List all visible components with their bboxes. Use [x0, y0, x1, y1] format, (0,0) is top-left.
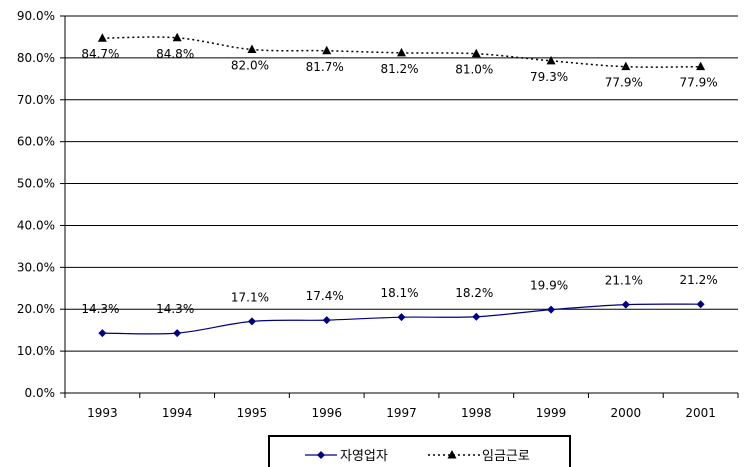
series-self-employed: [98, 300, 705, 338]
data-label: 84.7%: [81, 47, 119, 61]
x-tick-label: 2001: [685, 406, 716, 420]
data-point: [322, 316, 331, 325]
data-label: 81.0%: [455, 63, 493, 77]
data-point: [173, 329, 182, 338]
data-label: 18.1%: [380, 286, 418, 300]
data-label: 14.3%: [81, 302, 119, 316]
legend-box: [268, 435, 571, 467]
data-label: 21.1%: [605, 274, 643, 288]
data-point: [696, 61, 706, 71]
grid-lines: [65, 15, 738, 352]
data-labels: 14.3% 14.3% 17.1% 17.4% 18.1% 18.2% 19.9% 21.1%…: [81, 47, 717, 316]
y-axis-ticks: 0.0% 10.0% 20.0% 30.0% 40.0% 50.0% 60.0% 70.0% 8…: [17, 9, 65, 400]
y-tick-label: 10.0%: [17, 344, 55, 358]
x-tick-label: 2000: [611, 406, 642, 420]
x-tick-label: 1993: [87, 406, 118, 420]
y-tick-label: 20.0%: [17, 302, 55, 316]
y-tick-label: 80.0%: [17, 51, 55, 65]
y-tick-label: 90.0%: [17, 9, 55, 23]
data-label: 21.2%: [680, 273, 718, 287]
x-axis: 1993 1994 1995 1996 1997 1998 1999 2000 2001: [64, 16, 739, 420]
data-label: 77.9%: [680, 76, 718, 90]
data-point: [621, 300, 630, 309]
x-tick-label: 1997: [386, 406, 417, 420]
data-label: 77.9%: [605, 76, 643, 90]
y-tick-label: 40.0%: [17, 218, 55, 232]
y-tick-label: 0.0%: [25, 386, 56, 400]
legend-label-wage-workers: 임금근로: [482, 449, 530, 464]
data-point: [172, 32, 182, 42]
data-label: 84.8%: [156, 47, 194, 61]
x-tick-label: 1995: [237, 406, 268, 420]
x-tick-label: 1996: [311, 406, 342, 420]
legend-label-self-employed: 자영업자: [340, 449, 388, 464]
data-label: 79.3%: [530, 70, 568, 84]
data-point: [546, 55, 556, 65]
x-tick-label: 1994: [162, 406, 193, 420]
data-label: 17.1%: [231, 290, 269, 304]
data-point: [247, 44, 257, 54]
data-point: [696, 300, 705, 309]
data-point: [471, 48, 481, 58]
y-tick-label: 30.0%: [17, 260, 55, 274]
data-label: 82.0%: [231, 59, 269, 73]
legend-marker-self-employed: [317, 451, 325, 459]
data-point: [247, 317, 256, 326]
data-label: 18.2%: [455, 286, 493, 300]
y-tick-label: 50.0%: [17, 177, 55, 191]
data-label: 81.7%: [306, 60, 344, 74]
data-label: 17.4%: [306, 289, 344, 303]
data-label: 14.3%: [156, 302, 194, 316]
data-point: [97, 33, 107, 42]
data-point: [472, 312, 481, 321]
data-point: [621, 61, 631, 71]
data-point: [397, 313, 406, 322]
data-label: 81.2%: [380, 62, 418, 76]
data-point: [322, 45, 332, 55]
data-point: [397, 47, 406, 57]
legend-marker-wage-workers: [447, 450, 457, 459]
y-tick-label: 60.0%: [17, 135, 55, 149]
data-point: [547, 305, 556, 314]
x-tick-label: 1998: [461, 406, 492, 420]
series-wage-workers: [97, 32, 706, 71]
data-label: 19.9%: [530, 279, 568, 293]
y-tick-label: 70.0%: [17, 93, 55, 107]
x-tick-label: 1999: [536, 406, 567, 420]
legend: 자영업자 임금근로: [268, 435, 571, 467]
data-point: [98, 329, 107, 338]
series-layer: [97, 32, 706, 338]
